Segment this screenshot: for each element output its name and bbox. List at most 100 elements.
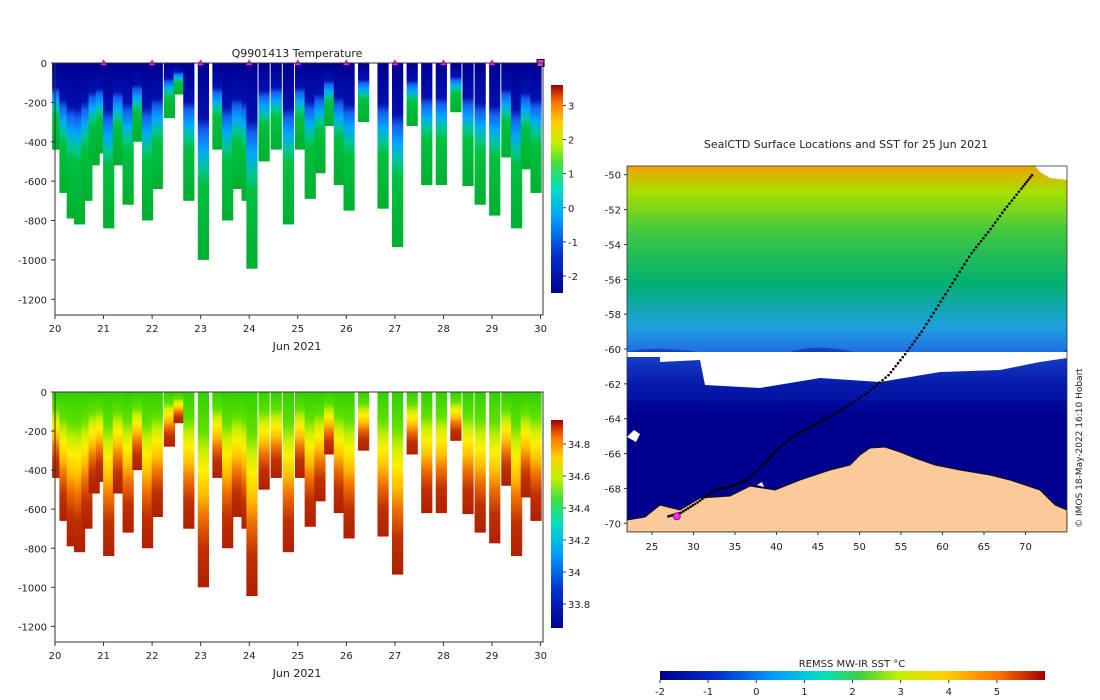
colorbar-tick-label: 2: [568, 136, 574, 147]
track-point: [965, 259, 969, 262]
track-point: [918, 333, 921, 337]
track-point: [789, 436, 792, 440]
sst-colorbar-tick-label: 5: [994, 687, 1000, 698]
lat-tick-label: -58: [605, 310, 621, 321]
profile-column: [95, 392, 108, 482]
profile-column: [377, 63, 389, 209]
track-point: [729, 485, 733, 488]
profile-column: [510, 63, 523, 229]
profile-column: [258, 392, 270, 490]
profile-column: [132, 63, 144, 142]
track-point: [736, 482, 740, 485]
profile-column: [270, 392, 282, 478]
track-point: [684, 508, 688, 512]
profile-column: [132, 392, 144, 471]
y-tick-label: 0: [41, 388, 47, 399]
profile-column: [358, 63, 370, 123]
track-point: [769, 454, 773, 458]
track-point: [794, 433, 797, 437]
profile-column: [246, 392, 258, 597]
track-point: [991, 224, 995, 228]
track-point: [731, 484, 735, 487]
track-point: [815, 422, 819, 425]
sst-map-panel: SealCTD Surface Locations and SST for 25…: [605, 138, 1085, 698]
track-point: [857, 397, 861, 400]
profile-column: [173, 392, 185, 424]
lat-tick-label: -50: [605, 171, 621, 182]
lon-tick-label: 70: [1019, 542, 1032, 553]
profile-column: [324, 392, 336, 455]
profile-column: [141, 392, 154, 549]
profile-column: [294, 392, 307, 478]
y-tick-label: -1000: [18, 256, 47, 267]
sst-map-area: [627, 166, 1067, 532]
track-point: [908, 346, 912, 350]
profile-column: [66, 63, 78, 219]
profile-column: [112, 63, 125, 166]
salinity-colorbar: [551, 420, 563, 628]
track-point: [891, 367, 895, 371]
track-point: [922, 326, 926, 330]
lat-tick-label: -70: [605, 519, 621, 530]
track-point: [948, 285, 952, 289]
profile-column: [421, 392, 433, 514]
track-point: [705, 494, 709, 497]
profile-column: [450, 392, 462, 441]
track-point: [817, 421, 821, 424]
sst-colorbar-tick-label: 3: [897, 687, 903, 698]
y-tick-label: 0: [41, 59, 47, 70]
x-tick-label: 24: [243, 651, 256, 662]
track-point: [927, 319, 931, 322]
track-point: [946, 289, 950, 292]
x-tick-label: 30: [534, 651, 547, 662]
salinity-plot-frame: [54, 391, 544, 643]
track-point: [845, 405, 849, 408]
track-point: [715, 488, 718, 491]
lat-tick-label: -52: [605, 206, 621, 217]
colorbar-tick-label: 1: [568, 170, 574, 181]
x-tick-label: 22: [146, 324, 159, 335]
track-point: [805, 427, 809, 430]
x-tick-label: 28: [437, 651, 450, 662]
lat-tick-label: -54: [605, 240, 621, 251]
lon-tick-label: 35: [729, 542, 742, 553]
track-point: [712, 488, 716, 492]
track-point: [1017, 190, 1021, 193]
missing-data-patch: [1035, 166, 1067, 180]
lon-tick-label: 65: [978, 542, 991, 553]
profile-column: [222, 63, 234, 221]
salinity-profiles: [52, 392, 542, 597]
ice-patch: [757, 482, 764, 487]
track-point: [910, 343, 914, 346]
x-tick-label: 20: [49, 651, 62, 662]
x-tick-label: 23: [194, 651, 207, 662]
track-point: [920, 330, 924, 333]
track-point: [750, 473, 754, 477]
profile-column: [212, 392, 224, 478]
track-point: [727, 485, 730, 489]
y-tick-label: -1200: [18, 622, 47, 633]
track-point: [760, 464, 763, 468]
lat-tick-label: -62: [605, 380, 621, 391]
x-tick-label: 21: [97, 651, 110, 662]
salinity-x-axis-label: Jun 2021: [272, 667, 322, 680]
track-point: [701, 497, 704, 501]
profile-column: [406, 392, 418, 455]
profile-column: [520, 392, 532, 498]
track-point: [854, 399, 858, 402]
profile-column: [501, 392, 513, 486]
track-point: [944, 292, 947, 296]
track-point: [808, 426, 811, 429]
track-point: [958, 270, 961, 274]
track-point: [679, 511, 683, 515]
salinity-x-axis: 20 21 22 23 24 25 26 27 28 29 30: [49, 642, 547, 662]
track-point: [998, 214, 1002, 218]
track-point: [1012, 196, 1016, 199]
salinity-section-panel: 0 -200 -400 -600 -800 -1000 -1200 20 21 22 23 24 25…: [18, 388, 590, 680]
seal-track: [667, 173, 1034, 518]
track-point: [1003, 208, 1007, 211]
track-point: [982, 236, 985, 240]
track-point: [1028, 176, 1032, 179]
y-tick-label: -400: [24, 466, 47, 477]
profile-column: [151, 63, 163, 189]
